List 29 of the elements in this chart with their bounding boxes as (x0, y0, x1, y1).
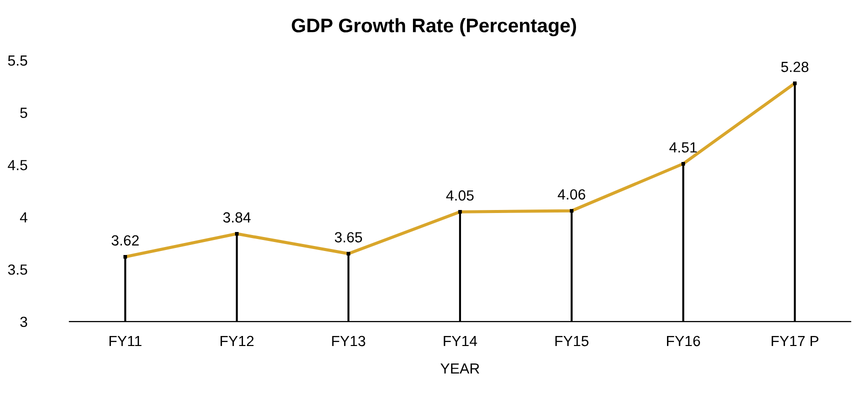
point (681, 162, 686, 166)
x-tick-label: FY16 (667, 336, 700, 346)
data-label: 3.65 (334, 232, 362, 242)
y-tick-label: 5.5 (8, 56, 28, 66)
data-label: 4.51 (669, 142, 697, 153)
y-tick-label: 4 (20, 212, 28, 222)
y-tick-label: 3 (20, 316, 28, 328)
x-axis-title: YEAR (440, 364, 480, 374)
y-tick-label: 5 (20, 108, 28, 118)
x-tick-label: FY14 (444, 336, 478, 346)
chart-title: GDP Growth Rate (Percentage) (292, 18, 576, 36)
x-tick-label: FY13 (332, 336, 366, 346)
point (458, 210, 462, 214)
y-tick-label: 3.5 (8, 264, 28, 275)
x-tick-label: FY12 (220, 336, 254, 346)
y-tick-label: 4.5 (8, 160, 28, 170)
point (346, 252, 350, 256)
data-label: 4.06 (558, 189, 586, 200)
point (235, 232, 239, 236)
x-tick-label: FY11 (110, 336, 142, 346)
data-label: 4.05 (446, 190, 474, 201)
point (793, 81, 797, 86)
point (570, 209, 574, 213)
data-label: 3.62 (112, 235, 139, 246)
point (123, 254, 128, 259)
x-tick-label: FY15 (555, 336, 588, 346)
data-label: 3.84 (223, 212, 251, 223)
x-tick-label: FY17 P (772, 336, 818, 346)
data-label: 5.28 (781, 62, 808, 72)
